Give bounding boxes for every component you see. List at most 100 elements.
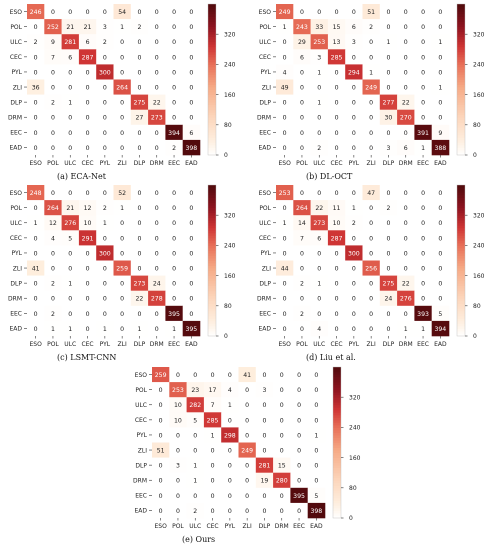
heatmap-cell (96, 275, 114, 291)
cell-value-label: 0 (137, 205, 141, 212)
colorbar-tick-label: 80 (473, 303, 481, 310)
heatmap-cell (431, 290, 450, 307)
cell-value-label: 14 (298, 220, 306, 227)
heatmap-cell (182, 245, 201, 261)
colorbar-segment (457, 278, 465, 282)
colorbar-segment (208, 232, 216, 236)
cell-value-label: 0 (404, 311, 408, 318)
colorbar-segment (333, 465, 341, 469)
cell-value-label: 0 (103, 115, 107, 122)
colorbar-tick-label: 0 (349, 515, 353, 522)
cell-value-label: 0 (352, 190, 356, 197)
heatmap-cell (169, 427, 187, 443)
colorbar-segment (208, 117, 216, 121)
heatmap-cell (276, 275, 294, 291)
colorbar-segment (457, 225, 465, 229)
heatmap-cell (431, 49, 450, 65)
cell-value-label: 0 (189, 115, 193, 122)
y-tick-label: DLP (259, 280, 271, 287)
heatmap-cell (397, 124, 415, 141)
heatmap-cell (397, 185, 415, 201)
colorbar-segment (208, 247, 216, 251)
cell-value-label: 36 (32, 84, 40, 91)
heatmap-cell (255, 367, 274, 383)
heatmap-cell (148, 230, 166, 246)
cell-value-label: 0 (137, 250, 141, 257)
cell-value-label: 0 (335, 145, 339, 152)
heatmap-cell (78, 305, 97, 322)
heatmap-cell (203, 427, 222, 443)
colorbar-segment (208, 242, 216, 246)
colorbar-segment (457, 303, 465, 307)
cell-value-label: 0 (335, 250, 339, 257)
heatmap-cell (414, 49, 432, 65)
colorbar-segment (208, 325, 216, 329)
colorbar-segment (208, 220, 216, 224)
heatmap-cell (27, 275, 45, 291)
heatmap-cell (113, 260, 132, 276)
heatmap-cell (379, 215, 398, 231)
heatmap-cell (165, 290, 183, 307)
colorbar-segment (208, 84, 216, 88)
cell-value-label: 0 (155, 265, 159, 272)
heatmap-cell (61, 34, 80, 50)
heatmap-cell (113, 19, 132, 35)
colorbar-segment (333, 392, 341, 396)
y-tick-label: ESO (135, 372, 148, 379)
heatmap-cell (310, 260, 329, 276)
heatmap-cell (276, 215, 294, 231)
cell-value-label: 22 (153, 100, 161, 107)
heatmap-cell (44, 275, 62, 291)
heatmap-cell (290, 382, 308, 398)
x-tick-label: ULC (64, 160, 76, 167)
heatmap-cell (186, 442, 205, 458)
colorbar-segment (208, 97, 216, 101)
colorbar-segment (333, 450, 341, 453)
cell-value-label: 0 (421, 296, 425, 303)
y-tick-label: POL (259, 205, 271, 212)
heatmap-cell (362, 109, 381, 126)
heatmap-cell (276, 185, 294, 201)
cell-value-label: 0 (335, 326, 339, 333)
confusion-matrix-panel-4: 253 0 0 0 0 47 0 0 0 00 264 22 11 1 0 2 0 0 01 14 273 10 2 0 0 0 0… (257, 184, 485, 362)
cell-value-label: 0 (438, 115, 442, 122)
y-tick-label: ULC (10, 220, 22, 227)
colorbar-segment (457, 16, 465, 20)
heatmap-cell (345, 245, 363, 261)
cell-value-label: 0 (172, 265, 176, 272)
cell-value-label: 0 (176, 508, 180, 515)
x-tick-label: EEC (168, 341, 180, 348)
heatmap-cell (96, 260, 114, 276)
cell-value-label: 0 (421, 281, 425, 288)
heatmap-cell (152, 412, 170, 428)
heatmap-cell (276, 109, 294, 126)
heatmap-cell (148, 305, 166, 322)
heatmap-cell (221, 427, 239, 443)
heatmap-cell (27, 19, 45, 35)
colorbar-segment (457, 265, 465, 269)
colorbar-segment (333, 439, 341, 443)
colorbar-segment (457, 288, 465, 292)
heatmap-cell (327, 109, 346, 126)
cell-value-label: 0 (280, 417, 284, 424)
heatmap-cell (293, 4, 311, 20)
colorbar-tick-label: 0 (224, 152, 228, 159)
colorbar-segment (208, 318, 216, 322)
cell-value-label: 0 (120, 220, 124, 227)
cell-value-label: 0 (300, 250, 304, 257)
cell-value-label: 0 (421, 205, 425, 212)
heatmap-cell (362, 185, 381, 201)
heatmap-cell (293, 290, 311, 307)
colorbar-segment (208, 285, 216, 289)
cell-value-label: 294 (348, 69, 360, 76)
heatmap-cell (276, 4, 294, 20)
heatmap-cell (345, 139, 363, 156)
cell-value-label: 0 (103, 190, 107, 197)
cell-value-label: 12 (84, 205, 92, 212)
panel-caption: (b) DL-OCT (306, 172, 353, 181)
colorbar-segment (208, 9, 216, 12)
heatmap-cell (182, 124, 201, 141)
heatmap-cell (255, 502, 274, 519)
x-tick-label: EAD (434, 341, 447, 348)
cell-value-label: 0 (176, 493, 180, 500)
